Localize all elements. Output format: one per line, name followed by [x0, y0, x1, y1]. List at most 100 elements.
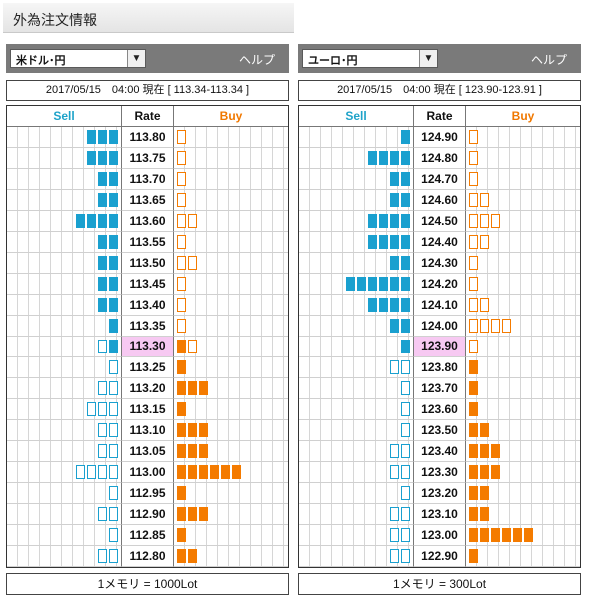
- rate-cell: 113.40: [122, 294, 174, 316]
- sell-volume-bar: [390, 360, 399, 375]
- rate-cell: 124.40: [414, 231, 466, 253]
- sell-volume-bar: [109, 381, 118, 396]
- sell-volume-bars: [400, 402, 411, 417]
- sell-volume-bar: [109, 507, 118, 522]
- sell-volume-cell: [299, 189, 414, 211]
- sell-volume-bar: [401, 360, 410, 375]
- sell-volume-bar: [379, 150, 388, 165]
- buy-volume-bar: [177, 381, 186, 396]
- sell-volume-cell: [299, 252, 414, 274]
- sell-volume-bars: [345, 276, 411, 291]
- help-link[interactable]: ヘルプ: [238, 53, 275, 67]
- buy-volume-cell: [174, 294, 288, 316]
- buy-volume-bars: [176, 318, 187, 333]
- sell-volume-bars: [400, 423, 411, 438]
- buy-volume-bar: [480, 297, 489, 312]
- buy-volume-cell: [174, 336, 288, 358]
- buy-volume-bar: [469, 360, 478, 375]
- sell-volume-bars: [389, 507, 411, 522]
- sell-volume-bars: [108, 318, 119, 333]
- sell-volume-bars: [97, 171, 119, 186]
- buy-volume-cell: [466, 210, 580, 232]
- buy-volume-bars: [176, 444, 209, 459]
- buy-volume-bar: [480, 423, 489, 438]
- buy-volume-cell: [466, 315, 580, 337]
- rate-cell: 113.35: [122, 315, 174, 337]
- sell-volume-cell: [299, 210, 414, 232]
- buy-volume-bars: [468, 381, 479, 396]
- buy-volume-bar: [177, 444, 186, 459]
- sell-volume-cell: [7, 483, 122, 505]
- currency-pair-label: 米ドル･円: [16, 55, 66, 67]
- sell-volume-bar: [109, 465, 118, 480]
- buy-volume-bars: [176, 402, 187, 417]
- buy-volume-cell: [174, 357, 288, 379]
- sell-volume-cell: [299, 273, 414, 295]
- sell-volume-bars: [86, 150, 119, 165]
- sell-volume-bar: [98, 549, 107, 563]
- sell-volume-bar: [390, 507, 399, 522]
- help-link[interactable]: ヘルプ: [530, 53, 567, 67]
- rate-cell: 124.80: [414, 147, 466, 169]
- panel-toolbar: ユーロ･円 ▼ ヘルプ: [298, 44, 581, 73]
- rate-cell: 123.30: [414, 462, 466, 484]
- buy-volume-bar: [177, 255, 186, 270]
- buy-volume-cell: [466, 231, 580, 253]
- buy-volume-bars: [468, 507, 490, 522]
- chevron-down-icon[interactable]: ▼: [127, 50, 145, 67]
- sell-volume-bar: [98, 297, 107, 312]
- rate-status-bar: 2017/05/15 04:00 現在 [ 123.90-123.91 ]: [298, 80, 581, 101]
- sell-volume-bar: [390, 318, 399, 333]
- buy-volume-bar: [199, 423, 208, 438]
- sell-volume-bar: [390, 213, 399, 228]
- sell-volume-bar: [87, 465, 96, 480]
- sell-volume-bar: [98, 171, 107, 186]
- sell-volume-cell: [7, 420, 122, 442]
- sell-volume-bars: [97, 192, 119, 207]
- currency-pair-select[interactable]: 米ドル･円 ▼: [10, 49, 146, 68]
- rate-cell: 113.25: [122, 357, 174, 379]
- order-book: Sell Rate Buy 124.90 124.80 124.70 124.60 12…: [298, 105, 581, 568]
- rate-column-header: Rate: [122, 106, 174, 127]
- sell-volume-cell: [7, 126, 122, 148]
- buy-volume-cell: [174, 210, 288, 232]
- buy-volume-cell: [466, 189, 580, 211]
- buy-volume-bar: [480, 192, 489, 207]
- sell-volume-cell: [7, 336, 122, 358]
- sell-volume-cell: [299, 126, 414, 148]
- buy-volume-cell: [174, 420, 288, 442]
- sell-volume-bars: [389, 171, 411, 186]
- sell-volume-bar: [401, 339, 410, 354]
- buy-volume-bar: [469, 528, 478, 543]
- buy-volume-bar: [188, 381, 197, 396]
- buy-volume-bar: [469, 318, 478, 333]
- panel-toolbar: 米ドル･円 ▼ ヘルプ: [6, 44, 289, 73]
- buy-volume-bar: [177, 528, 186, 543]
- buy-volume-cell: [174, 504, 288, 526]
- sell-volume-bar: [401, 276, 410, 291]
- sell-volume-bar: [401, 486, 410, 501]
- sell-volume-cell: [7, 378, 122, 400]
- buy-volume-bar: [480, 444, 489, 459]
- buy-volume-bar: [177, 549, 186, 563]
- buy-volume-bars: [468, 276, 479, 291]
- rate-cell: 124.20: [414, 273, 466, 295]
- sell-volume-bars: [367, 150, 411, 165]
- sell-volume-bars: [97, 255, 119, 270]
- sell-volume-bar: [109, 171, 118, 186]
- sell-volume-bars: [389, 465, 411, 480]
- sell-volume-bars: [97, 381, 119, 396]
- sell-volume-bar: [87, 402, 96, 417]
- sell-volume-cell: [7, 525, 122, 547]
- chevron-down-icon[interactable]: ▼: [419, 50, 437, 67]
- buy-volume-bars: [468, 297, 490, 312]
- buy-volume-bars: [176, 486, 187, 501]
- currency-pair-select[interactable]: ユーロ･円 ▼: [302, 49, 438, 68]
- sell-volume-bars: [86, 129, 119, 144]
- buy-volume-bars: [468, 255, 479, 270]
- buy-volume-bar: [177, 402, 186, 417]
- buy-volume-bar: [199, 381, 208, 396]
- rate-cell: 124.70: [414, 168, 466, 190]
- sell-volume-cell: [7, 147, 122, 169]
- sell-volume-bar: [401, 549, 410, 563]
